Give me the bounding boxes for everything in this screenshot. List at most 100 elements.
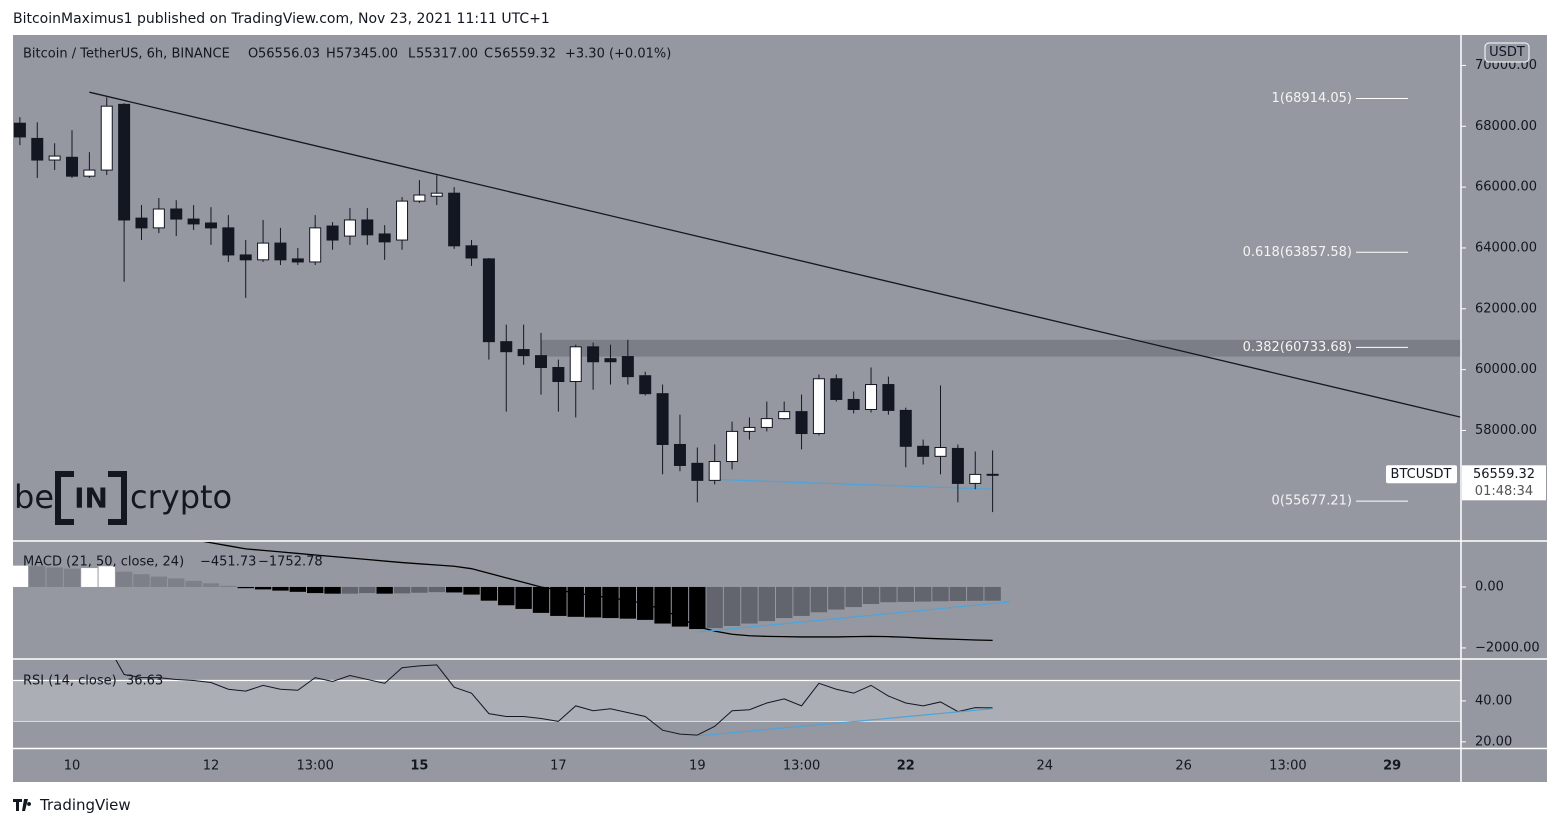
macd-histogram-bar [202, 583, 220, 587]
candle-body [239, 254, 252, 261]
macd-histogram-bar [967, 586, 984, 601]
y-tick-label: 62000.00 [1475, 301, 1537, 316]
price-pane: 1(68914.05) 0.618(63857.58) 0.382(60733.68… [13, 91, 1461, 513]
ohlc-key: L [408, 47, 416, 62]
fib-label: 1(68914.05) [1272, 91, 1352, 106]
macd-histogram-bar [845, 586, 862, 608]
y-tick-label: 0.00 [1475, 579, 1504, 594]
currency-label: USDT [1489, 45, 1525, 60]
macd-histogram-bar [289, 586, 307, 592]
macd-histogram-bar [13, 565, 29, 587]
macd-histogram-bar [532, 586, 550, 613]
candle-body [291, 258, 304, 263]
candle-body [83, 169, 96, 177]
watermark: be IN crypto [14, 468, 232, 528]
candle-body [118, 103, 131, 221]
macd-histogram-bar [515, 586, 532, 609]
macd-histogram-bar [98, 566, 115, 587]
candle-body [257, 242, 270, 261]
macd-histogram-bar [220, 585, 237, 587]
candle-body [448, 192, 461, 247]
macd-histogram-bar [376, 586, 393, 594]
ohlc-value: 55317.00 [416, 47, 478, 62]
rsi-trendline [697, 708, 993, 737]
x-tick-label: 10 [64, 759, 81, 774]
candle-body [274, 242, 287, 261]
macd-histogram-bar [63, 568, 81, 587]
macd-pane [13, 542, 1011, 642]
x-tick-label: 29 [1383, 759, 1401, 774]
macd-legend-value: −451.73 [200, 555, 256, 570]
macd-histogram-bar [689, 586, 706, 630]
rsi-pane [13, 660, 1461, 737]
macd-histogram-bar [897, 586, 914, 602]
axes: 10 12 13:00 15 17 19 13:00 22 24 26 13:00 29 58000.0… [13, 35, 1547, 782]
footer-icon [13, 799, 32, 811]
macd-histogram-bar [272, 586, 289, 591]
watermark-left: be [14, 478, 54, 516]
y-tick-label: 60000.00 [1475, 362, 1537, 377]
candle-body [309, 227, 322, 263]
macd-histogram-bar [115, 571, 133, 587]
candle-body [326, 225, 339, 241]
candle-body [656, 393, 669, 445]
macd-histogram-bar [359, 586, 376, 594]
macd-histogram-bar [949, 586, 967, 601]
macd-histogram-bar [775, 586, 793, 619]
candle-body [13, 122, 26, 138]
x-tick-label: 26 [1175, 759, 1192, 774]
candle-body [517, 349, 530, 357]
candle-body [604, 358, 617, 363]
candle-body [986, 473, 999, 476]
macd-histogram-bar [254, 586, 272, 590]
price-legend: Bitcoin / TetherUS, 6h, BINANCE O 56556.… [23, 47, 671, 62]
candle-body [482, 258, 495, 343]
candle-body [66, 156, 79, 177]
macd-histogram-bar [81, 568, 98, 587]
candle-body [396, 200, 409, 241]
candle-body [587, 346, 600, 363]
macd-histogram-bar [602, 586, 619, 619]
macd-histogram-bar [810, 586, 828, 613]
y-tick-label: 58000.00 [1475, 423, 1537, 438]
rsi-legend-value: 36.63 [126, 674, 163, 689]
watermark-box-gap [74, 468, 108, 528]
candle-body [378, 233, 391, 243]
symbol-label: Bitcoin / TetherUS, 6h, BINANCE [23, 47, 230, 62]
candle-body [726, 430, 739, 463]
y-tick-label: 20.00 [1475, 734, 1512, 749]
candle-body [899, 409, 912, 447]
fib-label: 0(55677.21) [1272, 494, 1352, 509]
candle-body [760, 418, 773, 428]
macd-histogram-bar [584, 586, 602, 618]
candle-body [465, 245, 478, 259]
candle-body [152, 208, 165, 229]
y-tick-label: 68000.00 [1475, 119, 1537, 134]
footer-logo: TradingView [13, 796, 131, 814]
publish-header: BitcoinMaximus1 published on TradingView… [13, 11, 550, 27]
y-tick-label: −2000.00 [1475, 640, 1540, 655]
ohlc-value: 56559.32 [494, 47, 556, 62]
macd-histogram-bar [168, 578, 185, 587]
macd-legend-value: −1752.78 [258, 555, 323, 570]
candle-body [535, 355, 547, 369]
candle-body [778, 411, 791, 420]
candle-body [204, 222, 217, 229]
macd-histogram-bar [411, 586, 428, 593]
candle-body [743, 426, 756, 432]
candle-body [135, 217, 148, 229]
candle-body [691, 462, 704, 481]
trendline [89, 91, 1461, 418]
macd-histogram-bar [46, 567, 63, 587]
rsi-title: RSI (14, close) [23, 674, 117, 689]
symbol-box [1386, 465, 1457, 484]
candle-body [847, 398, 860, 410]
price-box [1462, 465, 1546, 501]
rsi-line [115, 660, 993, 736]
chart-background [13, 35, 1547, 782]
macd-histogram-bar [619, 586, 637, 619]
support-line [714, 478, 993, 490]
candle-body [882, 384, 895, 411]
macd-histogram-bar [550, 586, 567, 616]
